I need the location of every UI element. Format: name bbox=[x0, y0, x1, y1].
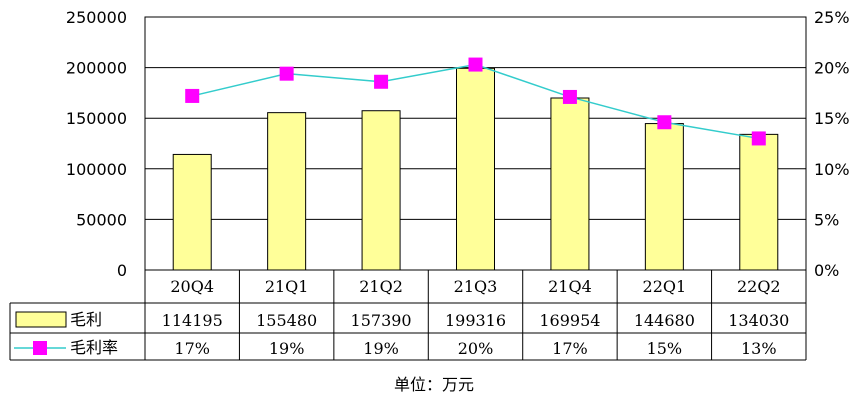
legend-swatch-marker bbox=[33, 341, 47, 355]
data-label-bar: 199316 bbox=[445, 311, 506, 330]
data-label-line: 20% bbox=[458, 339, 494, 358]
y-tick-label-right: 25% bbox=[814, 8, 850, 27]
bar bbox=[361, 110, 401, 271]
line-marker bbox=[185, 88, 200, 103]
y-tick-label-left: 100000 bbox=[66, 160, 127, 179]
legend-label-line: 毛利率 bbox=[70, 338, 118, 357]
y-tick-label-right: 15% bbox=[814, 109, 850, 128]
data-label-line: 19% bbox=[269, 339, 305, 358]
y-tick-label-left: 200000 bbox=[66, 59, 127, 78]
bar bbox=[267, 112, 307, 271]
y-tick-label-right: 20% bbox=[814, 59, 850, 78]
line-marker bbox=[374, 74, 389, 89]
y-tick-label-right: 5% bbox=[814, 210, 839, 229]
unit-note: 单位：万元 bbox=[393, 375, 474, 394]
bar bbox=[739, 133, 779, 271]
y-tick-label-left: 0 bbox=[117, 261, 127, 280]
bar bbox=[456, 67, 495, 271]
x-tick-label: 22Q1 bbox=[643, 277, 687, 296]
x-tick-label: 22Q2 bbox=[737, 277, 781, 296]
legend-label-bar: 毛利 bbox=[70, 310, 102, 329]
x-tick-label: 21Q4 bbox=[548, 277, 592, 296]
x-tick-label: 21Q3 bbox=[454, 277, 498, 296]
x-tick-label: 21Q2 bbox=[359, 277, 403, 296]
data-label-line: 19% bbox=[363, 339, 399, 358]
x-tick-label: 21Q1 bbox=[265, 277, 309, 296]
bar bbox=[644, 123, 684, 271]
data-label-bar: 114195 bbox=[162, 311, 223, 330]
bar bbox=[550, 97, 590, 271]
data-label-line: 17% bbox=[552, 339, 588, 358]
data-label-bar: 157390 bbox=[351, 311, 412, 330]
bar bbox=[172, 153, 212, 271]
y-tick-label-right: 0% bbox=[814, 261, 839, 280]
data-label-bar: 134030 bbox=[728, 311, 789, 330]
x-tick-label: 20Q4 bbox=[170, 277, 214, 296]
y-tick-label-left: 250000 bbox=[66, 8, 127, 27]
legend-swatch-bar bbox=[15, 311, 67, 328]
data-label-bar: 169954 bbox=[539, 311, 600, 330]
y-tick-label-left: 50000 bbox=[76, 210, 127, 229]
line-marker bbox=[468, 57, 483, 72]
data-label-line: 13% bbox=[741, 339, 777, 358]
y-tick-label-right: 10% bbox=[814, 160, 850, 179]
data-label-line: 17% bbox=[174, 339, 210, 358]
line-marker bbox=[279, 66, 294, 81]
line-marker bbox=[562, 89, 577, 104]
y-tick-label-left: 150000 bbox=[66, 109, 127, 128]
data-label-bar: 155480 bbox=[256, 311, 317, 330]
line-marker bbox=[751, 131, 766, 146]
data-label-line: 15% bbox=[647, 339, 683, 358]
data-label-bar: 144680 bbox=[634, 311, 695, 330]
line-marker bbox=[657, 115, 672, 130]
